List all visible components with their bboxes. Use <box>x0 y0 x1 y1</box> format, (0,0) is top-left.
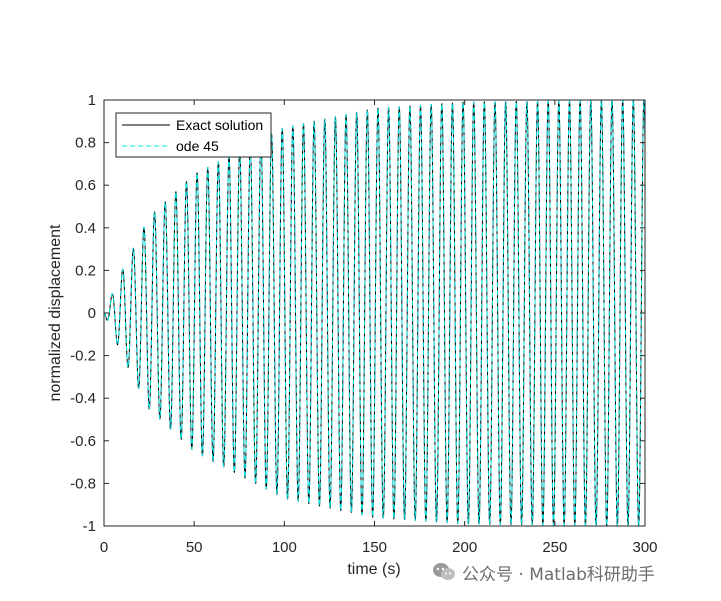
plot-area <box>104 100 645 526</box>
y-tick-label: 0.2 <box>75 262 96 279</box>
y-tick-label: 0.6 <box>75 177 96 194</box>
y-tick-label: -1 <box>83 518 96 535</box>
y-tick-label: 0.8 <box>75 135 96 152</box>
y-tick-label: -0.6 <box>70 433 96 450</box>
x-tick-label: 200 <box>452 539 477 556</box>
wechat-icon <box>432 561 456 583</box>
y-tick-label: -0.2 <box>70 348 96 365</box>
series-ode45 <box>103 99 646 527</box>
x-tick-label: 100 <box>272 539 297 556</box>
x-tick-label: 150 <box>362 539 387 556</box>
legend: Exact solution ode 45 <box>115 112 272 158</box>
y-tick-label: -0.8 <box>70 475 96 492</box>
x-axis-label: time (s) <box>347 561 400 578</box>
x-tick-label: 0 <box>100 539 108 556</box>
tick-layer: 0 50 100 150 200 250 300 1 0.8 0.6 0.4 0.2 0 -0.2 -0.4… <box>70 92 657 556</box>
legend-box <box>115 112 272 158</box>
y-tick-label: 0.4 <box>75 220 96 237</box>
watermark: 公众号 · Matlab科研助手 <box>432 560 655 585</box>
series-layer <box>103 99 646 527</box>
y-tick-label: -0.4 <box>70 390 96 407</box>
x-tick-label: 50 <box>186 539 203 556</box>
y-tick-label: 1 <box>88 92 96 109</box>
x-tick-label: 300 <box>632 539 657 556</box>
y-axis-label: normalized displacement <box>47 224 64 402</box>
legend-label-exact: Exact solution <box>176 117 263 133</box>
legend-label-ode45: ode 45 <box>176 138 219 154</box>
x-tick-label: 250 <box>542 539 567 556</box>
y-tick-label: 0 <box>88 305 96 322</box>
watermark-text: 公众号 · Matlab科研助手 <box>462 564 655 585</box>
